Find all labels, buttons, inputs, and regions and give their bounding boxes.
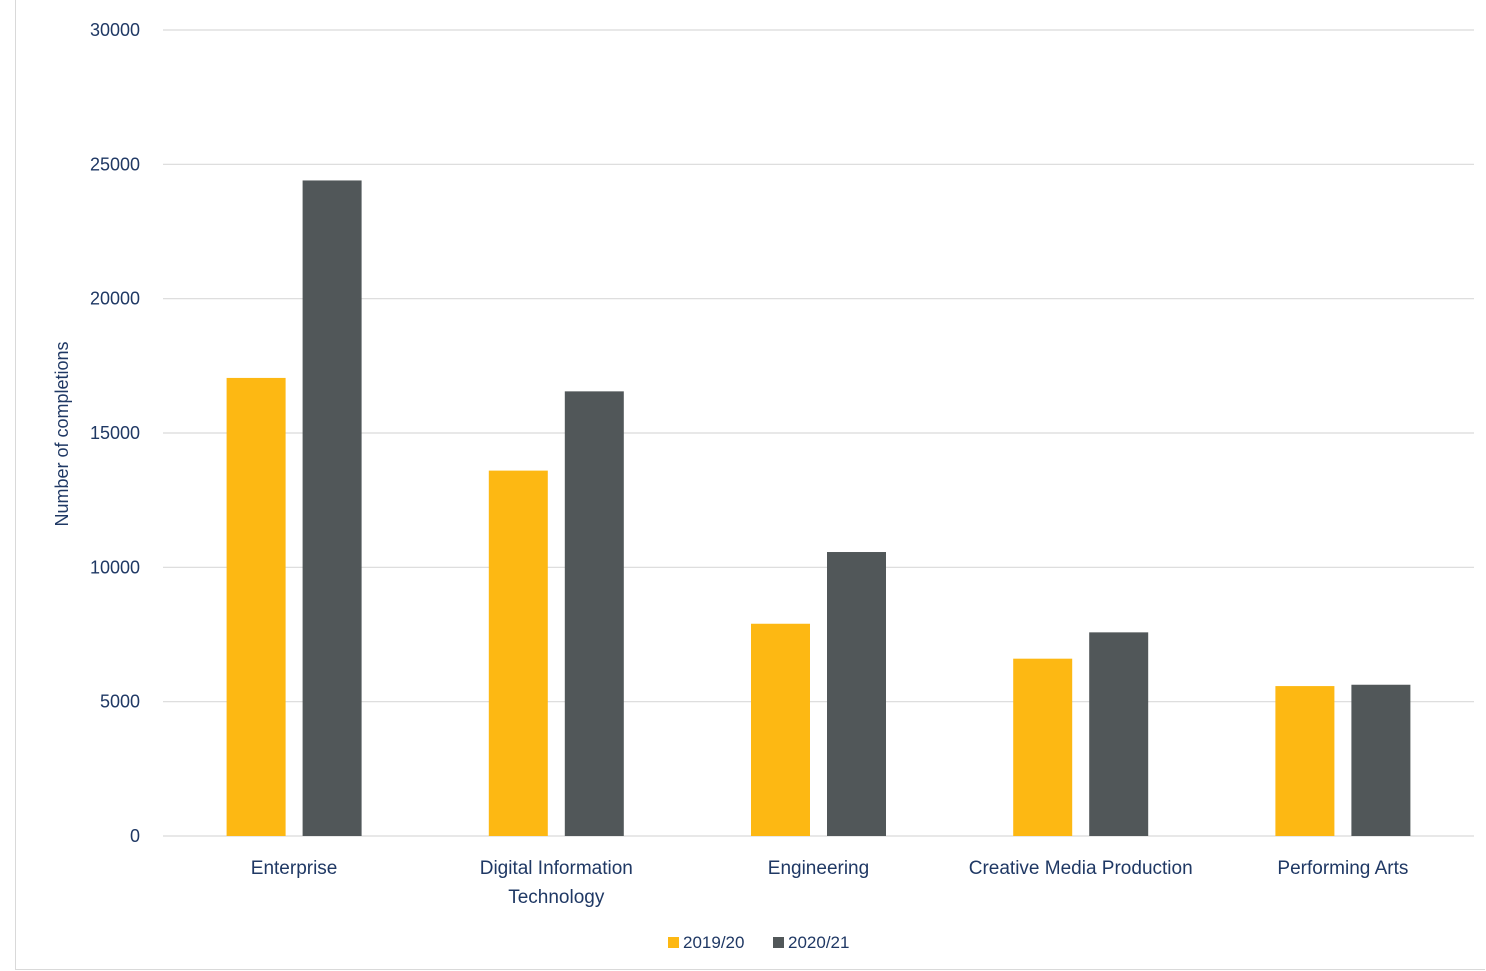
bar-2020-21 [302, 180, 362, 836]
bar-2019-20 [1013, 658, 1073, 836]
y-axis-ticks: 0 5000 10000 15000 20000 25000 30000 [90, 20, 140, 846]
legend-label: 2019/20 [683, 933, 744, 952]
y-tick-label: 10000 [90, 557, 140, 577]
legend-label: 2020/21 [788, 933, 849, 952]
bars [226, 180, 1411, 836]
bar-2020-21 [1351, 684, 1411, 836]
x-category-label: Digital Information [480, 858, 633, 879]
bar-2020-21 [564, 391, 624, 836]
y-tick-label: 0 [130, 826, 140, 846]
x-category-label: Technology [508, 887, 605, 908]
bar-2020-21 [827, 552, 886, 836]
y-tick-label: 30000 [90, 20, 140, 40]
x-category-label: Enterprise [251, 858, 338, 879]
y-tick-label: 15000 [90, 423, 140, 443]
x-category-label: Engineering [768, 858, 869, 879]
bar-2019-20 [488, 470, 548, 836]
bar-2019-20 [226, 377, 286, 836]
legend-swatch [668, 937, 679, 948]
legend: 2019/20 2020/21 [668, 933, 849, 952]
y-axis-title: Number of completions [52, 341, 72, 526]
bar-2019-20 [1275, 686, 1335, 836]
gridlines [163, 29, 1474, 837]
bar-2020-21 [1089, 632, 1149, 836]
legend-swatch [773, 937, 784, 948]
x-category-label: Creative Media Production [969, 858, 1193, 879]
y-tick-label: 25000 [90, 154, 140, 174]
bar-2019-20 [751, 623, 810, 836]
x-category-label: Performing Arts [1277, 858, 1408, 879]
y-tick-label: 5000 [100, 692, 140, 712]
y-tick-label: 20000 [90, 289, 140, 309]
x-axis-categories: Enterprise Digital Information Technology E… [251, 858, 1409, 908]
chart-frame [15, 0, 1485, 970]
